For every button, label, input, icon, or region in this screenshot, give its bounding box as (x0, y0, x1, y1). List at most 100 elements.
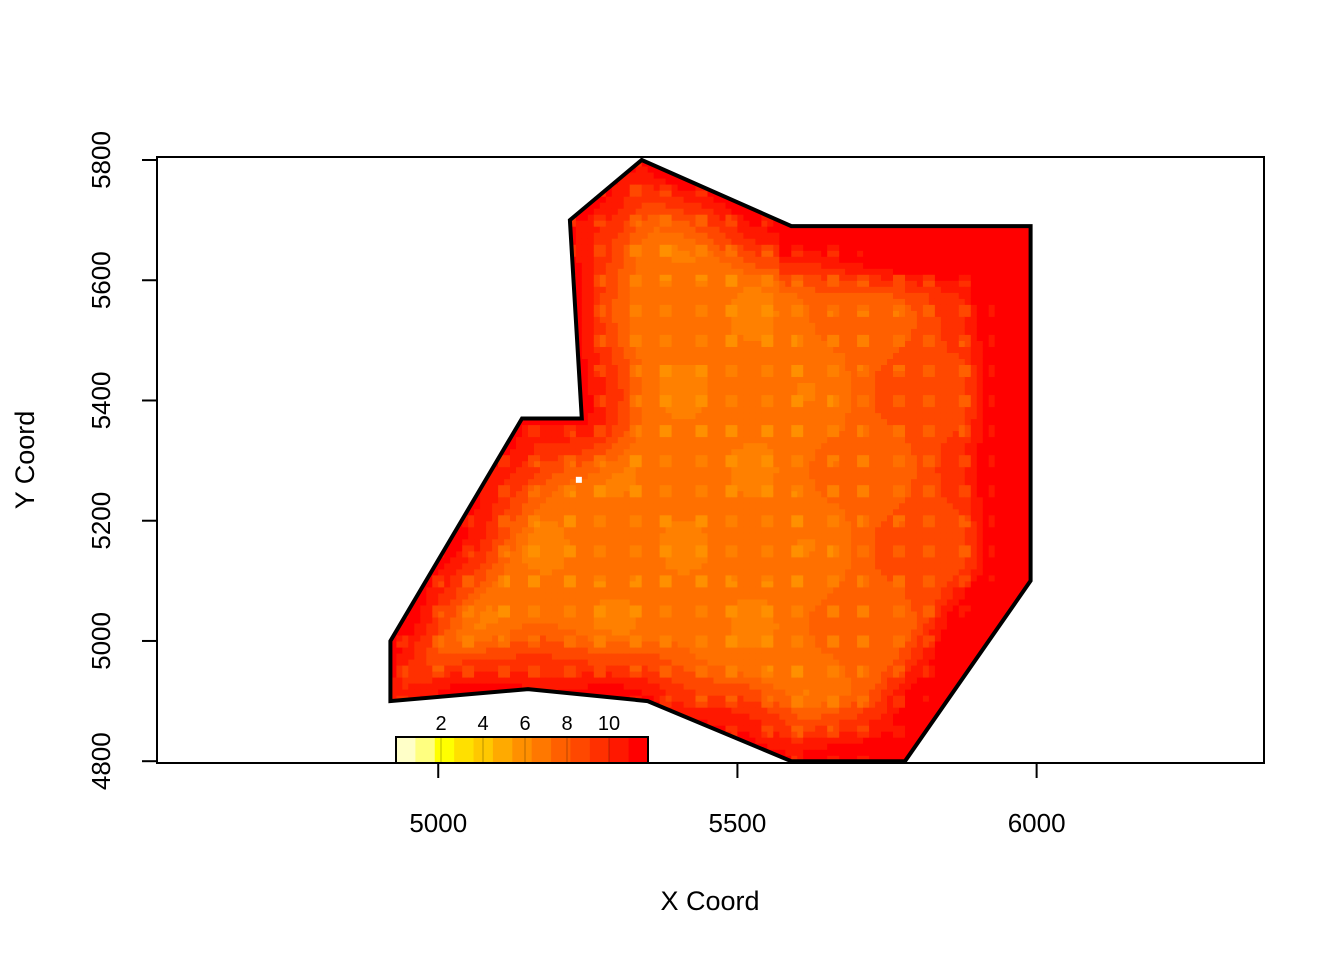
heatmap-cell (635, 298, 643, 305)
heatmap-cell (545, 725, 553, 732)
heatmap-cell (414, 214, 421, 221)
heatmap-cell (593, 610, 601, 618)
heatmap-cell (396, 406, 403, 414)
heatmap-cell (414, 725, 421, 732)
heatmap-cell (647, 604, 655, 612)
heatmap-cell (605, 538, 613, 546)
heatmap-cell (563, 514, 571, 522)
heatmap-cell (414, 701, 421, 708)
heatmap-cell (498, 544, 505, 552)
heatmap-cell (468, 598, 475, 606)
heatmap-cell (563, 616, 571, 624)
heatmap-cell (659, 737, 667, 744)
heatmap-cell (563, 274, 571, 281)
heatmap-cell (612, 148, 619, 155)
heatmap-cell (486, 316, 493, 323)
heatmap-cell (569, 172, 577, 179)
heatmap-cell (653, 178, 661, 185)
heatmap-cell (557, 701, 565, 708)
heatmap-cell (402, 556, 409, 564)
heatmap-cell (641, 292, 649, 299)
heatmap-cell (468, 665, 475, 672)
heatmap-cell (408, 262, 415, 269)
heatmap-cell (665, 256, 673, 263)
heatmap-cell (510, 574, 517, 582)
heatmap-cell (528, 634, 535, 642)
heatmap-cell (414, 406, 421, 414)
heatmap-cell (516, 172, 523, 179)
heatmap-cell (647, 226, 655, 233)
heatmap-cell (545, 400, 553, 408)
heatmap-cell (498, 220, 505, 227)
heatmap-cell (444, 280, 451, 287)
heatmap-cell (617, 226, 625, 233)
heatmap-cell (629, 526, 637, 534)
heatmap-cell (599, 508, 607, 516)
heatmap-cell (653, 695, 661, 702)
heatmap-cell (551, 484, 559, 492)
heatmap-cell (420, 586, 427, 594)
heatmap-cell (653, 406, 661, 414)
heatmap-cell (468, 616, 475, 624)
heatmap-cell (611, 220, 619, 227)
heatmap-cell (641, 574, 649, 582)
heatmap-cell (629, 460, 637, 468)
heatmap-cell (581, 671, 589, 678)
heatmap-cell (659, 226, 667, 233)
heatmap-cell (450, 707, 457, 714)
heatmap-cell (528, 280, 535, 287)
heatmap-cell (659, 304, 667, 311)
heatmap-cell (426, 647, 433, 654)
heatmap-cell (593, 671, 601, 678)
heatmap-cell (623, 665, 631, 672)
heatmap-cell (599, 472, 607, 480)
heatmap-cell (432, 292, 439, 299)
heatmap-cell (629, 472, 637, 480)
heatmap-cell (635, 310, 643, 317)
heatmap-cell (540, 406, 547, 414)
heatmap-cell (492, 286, 499, 293)
heatmap-cell (647, 220, 655, 227)
heatmap-cell (390, 244, 397, 251)
heatmap-cell (486, 701, 493, 708)
heatmap-cell (641, 268, 649, 275)
heatmap-cell (480, 586, 487, 594)
heatmap-cell (647, 634, 655, 642)
heatmap-cell (551, 586, 559, 594)
heatmap-cell (414, 298, 421, 305)
heatmap-cell (474, 430, 481, 438)
heatmap-cell (426, 436, 433, 444)
heatmap-cell (402, 430, 409, 438)
heatmap-cell (659, 508, 667, 516)
heatmap-cell (438, 472, 445, 480)
heatmap-cell (468, 340, 475, 347)
heatmap-cell (408, 328, 415, 335)
heatmap-cell (557, 695, 565, 702)
heatmap-cell (516, 526, 523, 534)
heatmap-cell (456, 701, 463, 708)
heatmap-cell (486, 322, 493, 329)
heatmap-cell (426, 490, 433, 498)
heatmap-cell (492, 364, 499, 371)
heatmap-cell (641, 322, 649, 329)
heatmap-cell (599, 274, 607, 281)
heatmap-cell (510, 508, 517, 516)
heatmap-cell (659, 214, 667, 221)
heatmap-cell (396, 280, 403, 287)
heatmap-cell (653, 190, 661, 197)
heatmap-cell (468, 370, 475, 377)
heatmap-cell (492, 532, 499, 540)
heatmap-cell (426, 184, 433, 191)
heatmap-cell (468, 538, 475, 546)
heatmap-cell (545, 178, 553, 185)
heatmap-cell (462, 394, 469, 402)
heatmap-cell (402, 286, 409, 293)
heatmap-cell (516, 538, 523, 546)
heatmap-cell (599, 526, 607, 534)
heatmap-cell (659, 568, 667, 576)
heatmap-cell (617, 268, 625, 275)
heatmap-cell (623, 592, 631, 600)
heatmap-cell (450, 502, 457, 510)
heatmap-cell (665, 364, 673, 371)
heatmap-cell (420, 490, 427, 498)
